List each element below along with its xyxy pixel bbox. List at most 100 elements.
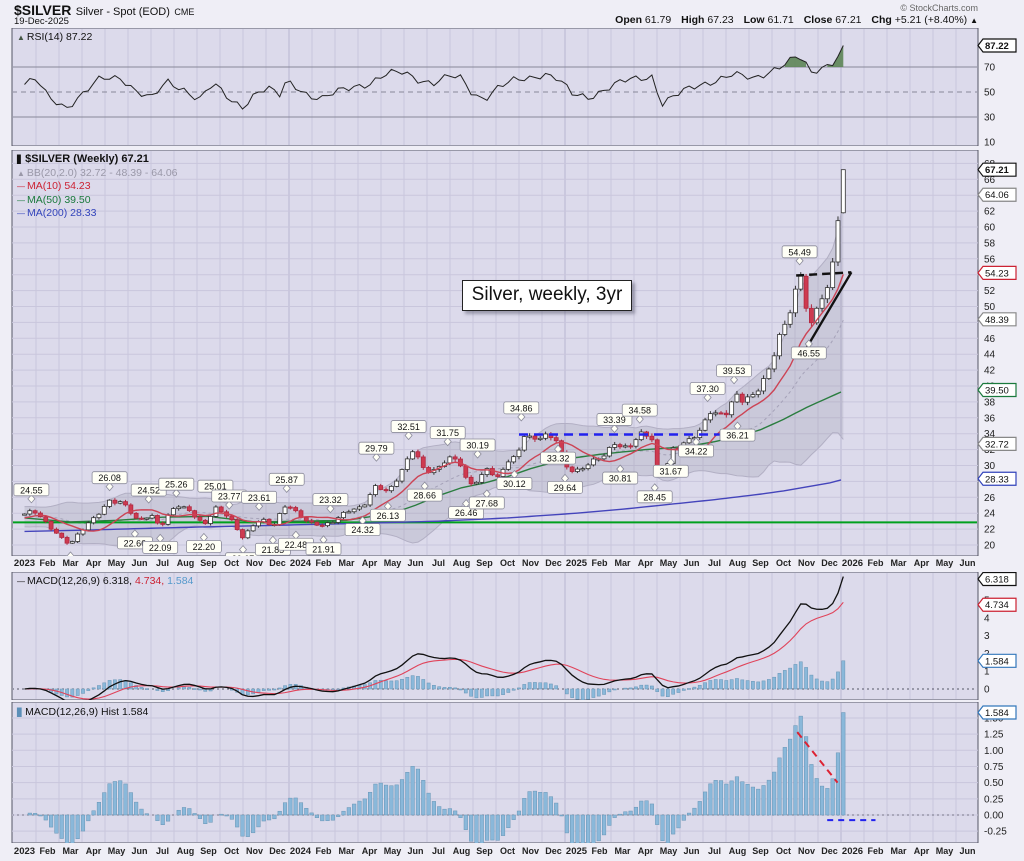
x-axis-label-jun-41: Jun xyxy=(959,558,976,568)
hist-legend-text: MACD(12,26,9) Hist 1.584 xyxy=(25,706,149,718)
svg-text:23.61: 23.61 xyxy=(248,493,271,503)
svg-text:23.77: 23.77 xyxy=(218,492,241,502)
svg-text:0: 0 xyxy=(984,685,990,696)
x-axis-label-oct-9: Oct xyxy=(223,558,240,568)
svg-text:70: 70 xyxy=(984,63,996,74)
x-axis-label-jun-5: Jun xyxy=(131,558,148,568)
x-axis-label-jun-29: Jun xyxy=(683,846,700,856)
svg-text:1.584: 1.584 xyxy=(985,708,1009,719)
x-axis-label-feb-1: Feb xyxy=(39,558,56,568)
bb-legend-row: ▲ BB(20,2.0) 32.72 - 48.39 - 64.06 xyxy=(17,167,178,181)
x-axis-label-jul-18: Jul xyxy=(431,846,446,856)
main-legend: ▋ $SILVER (Weekly) 67.21 ▲ BB(20,2.0) 32.7… xyxy=(17,153,178,221)
svg-text:24.52: 24.52 xyxy=(137,486,160,496)
low-label: Low xyxy=(743,14,765,26)
x-axis-label-nov-22: Nov xyxy=(521,558,540,568)
svg-text:28.33: 28.33 xyxy=(985,474,1009,485)
svg-text:26.46: 26.46 xyxy=(455,508,478,518)
open-label: Open xyxy=(615,14,642,26)
svg-text:0.75: 0.75 xyxy=(984,762,1004,773)
chart-date: 19-Dec-2025 xyxy=(14,16,69,27)
svg-text:24: 24 xyxy=(984,509,996,520)
bb-icon: ▲ xyxy=(17,168,25,178)
x-axis-label-jun-17: Jun xyxy=(407,846,424,856)
svg-text:44: 44 xyxy=(984,350,996,361)
x-axis-label-oct-21: Oct xyxy=(499,558,516,568)
x-axis-label-may-4: May xyxy=(107,846,126,856)
x-axis-label-feb-13: Feb xyxy=(315,846,332,856)
x-axis-label-jul-18: Jul xyxy=(431,558,446,568)
x-axis-label-nov-10: Nov xyxy=(245,846,264,856)
x-axis-label-apr-27: Apr xyxy=(637,846,654,856)
x-axis-label-dec-11: Dec xyxy=(269,846,286,856)
x-axis-mid: 2023 Feb Mar Apr May Jun Jul Aug Sep Oct Nov Dec 202… xyxy=(0,557,1024,570)
close-label: Close xyxy=(803,14,833,26)
x-axis-label-mar-2: Mar xyxy=(62,846,79,856)
svg-text:20: 20 xyxy=(984,541,996,552)
svg-text:26.13: 26.13 xyxy=(377,511,400,521)
x-axis-label-2026-36: 2026 xyxy=(841,846,864,857)
main-legend-symbol: $SILVER (Weekly) 67.21 xyxy=(25,153,149,165)
x-axis-label-2024-12: 2024 xyxy=(289,846,312,857)
x-axis-label-may-16: May xyxy=(383,846,402,856)
x-axis-label-may-40: May xyxy=(935,846,954,856)
x-axis-label-mar-38: Mar xyxy=(890,558,907,568)
svg-text:0.00: 0.00 xyxy=(984,811,1004,822)
chg-up-arrow-icon: ▲ xyxy=(970,16,978,25)
svg-text:32.51: 32.51 xyxy=(397,422,420,432)
svg-text:39.53: 39.53 xyxy=(723,366,746,376)
x-axis-label-dec-35: Dec xyxy=(821,558,838,568)
x-axis-label-2026-36: 2026 xyxy=(841,558,864,569)
macd-legend-signal: 4.734, xyxy=(132,575,165,587)
svg-text:27.68: 27.68 xyxy=(476,498,499,508)
svg-text:22.20: 22.20 xyxy=(193,542,216,552)
svg-text:30.81: 30.81 xyxy=(609,474,632,484)
x-axis-label-oct-21: Oct xyxy=(499,846,516,856)
x-axis-label-nov-10: Nov xyxy=(245,558,264,568)
svg-text:30: 30 xyxy=(984,461,996,472)
svg-text:48.39: 48.39 xyxy=(985,315,1009,326)
macd-line-icon: — xyxy=(17,577,25,586)
x-axis-label-oct-33: Oct xyxy=(775,558,792,568)
x-axis-label-oct-33: Oct xyxy=(775,846,792,856)
svg-text:52: 52 xyxy=(984,286,996,297)
svg-text:25.87: 25.87 xyxy=(275,475,298,485)
x-axis-label-jul-30: Jul xyxy=(707,558,722,568)
svg-text:87.22: 87.22 xyxy=(985,41,1009,52)
macd-legend: — MACD(12,26,9) 6.318, 4.734, 1.584 xyxy=(17,575,193,589)
rsi-legend-text: RSI(14) 87.22 xyxy=(26,31,93,43)
x-axis-label-2023-0: 2023 xyxy=(13,846,36,857)
x-axis-label-aug-19: Aug xyxy=(452,558,471,568)
ma50-line-icon: — xyxy=(17,195,25,205)
svg-text:46: 46 xyxy=(984,334,996,345)
svg-text:30.12: 30.12 xyxy=(503,479,526,489)
svg-text:33.39: 33.39 xyxy=(603,415,626,425)
x-axis-label-apr-27: Apr xyxy=(637,558,654,568)
x-axis-label-mar-2: Mar xyxy=(62,558,79,568)
copyright: © StockCharts.com xyxy=(900,3,978,13)
svg-text:30: 30 xyxy=(984,113,996,124)
svg-text:31.75: 31.75 xyxy=(436,428,459,438)
svg-text:30.19: 30.19 xyxy=(466,440,489,450)
x-axis-label-aug-19: Aug xyxy=(452,846,471,856)
svg-text:6.318: 6.318 xyxy=(985,575,1009,586)
svg-text:39.50: 39.50 xyxy=(985,385,1009,396)
svg-text:26: 26 xyxy=(984,493,996,504)
x-axis-label-feb-37: Feb xyxy=(867,558,884,568)
macd-legend-main: MACD(12,26,9) 6.318, xyxy=(27,575,133,587)
x-axis-label-nov-22: Nov xyxy=(521,846,540,856)
chg-label: Chg xyxy=(871,14,892,26)
instrument-name: Silver - Spot (EOD) xyxy=(75,6,170,18)
x-axis-label-aug-7: Aug xyxy=(176,846,195,856)
x-axis-label-apr-15: Apr xyxy=(361,846,378,856)
ma200-legend-row: — MA(200) 28.33 xyxy=(17,207,178,221)
svg-text:29.64: 29.64 xyxy=(554,483,577,493)
svg-text:22.09: 22.09 xyxy=(149,543,172,553)
macd-hist-panel-canvas: 1.501.251.000.750.500.250.00-0.251.584 xyxy=(11,702,1017,843)
svg-text:37.30: 37.30 xyxy=(696,384,719,394)
rsi-legend: ▲ RSI(14) 87.22 xyxy=(17,31,92,45)
x-axis-label-sep-8: Sep xyxy=(200,846,217,856)
x-axis-label-dec-11: Dec xyxy=(269,558,286,568)
svg-text:22.48: 22.48 xyxy=(285,540,308,550)
